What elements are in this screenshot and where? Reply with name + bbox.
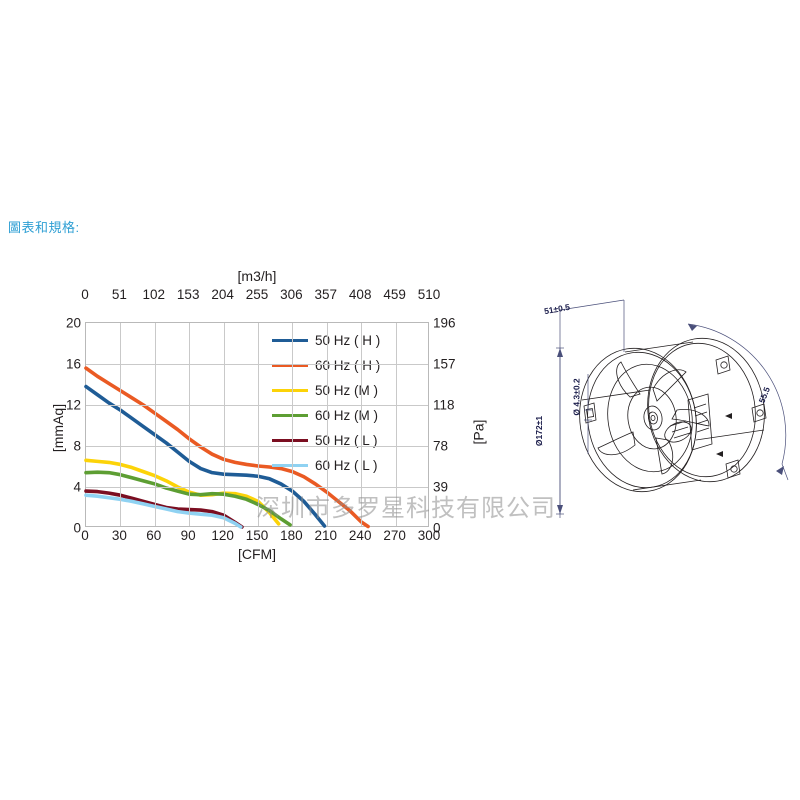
chart-right-tick-label: 39 — [433, 479, 449, 495]
chart-vertical-gridline — [120, 323, 122, 526]
chart-top-tick-label: 408 — [348, 287, 372, 302]
chart-left-tick-label: 20 — [65, 315, 81, 331]
legend-item-label: 60 Hz ( L ) — [315, 458, 378, 473]
fan-performance-chart: [m3/h] 0 51 102 153 204 255 306 357 408 459 510 [m… — [0, 268, 500, 578]
legend-item-label: 60 Hz ( H ) — [315, 358, 381, 373]
chart-bottom-tick-label: 270 — [383, 528, 406, 543]
dimension-outer-diameter: Ø172±1 — [534, 415, 545, 447]
chart-top-axis-ticks: 0 51 102 153 204 255 306 357 408 459 510 — [0, 287, 500, 303]
chart-right-axis-unit: [Pa] — [470, 419, 487, 445]
chart-horizontal-gridline — [86, 446, 428, 447]
legend-color-swatch — [272, 388, 308, 393]
chart-bottom-tick-label: 150 — [245, 528, 269, 543]
chart-plot-area: 50 Hz ( H ) 60 Hz ( H ) 50 Hz (M ) 60 Hz (M… — [66, 316, 456, 536]
chart-top-axis-unit: [m3/h] — [237, 268, 277, 284]
chart-bottom-tick-label: 90 — [180, 528, 196, 543]
chart-left-tick-label: 8 — [73, 438, 81, 454]
legend-item[interactable]: 50 Hz (M ) — [272, 378, 420, 403]
chart-vertical-gridline — [189, 323, 191, 526]
chart-vertical-gridline — [223, 323, 225, 526]
legend-item-label: 50 Hz ( H ) — [315, 333, 381, 348]
chart-vertical-gridline — [292, 323, 294, 526]
chart-left-tick-label: 0 — [73, 520, 81, 536]
legend-item-label: 60 Hz (M ) — [315, 408, 379, 423]
chart-top-tick-label: 153 — [176, 287, 200, 302]
chart-top-tick-label: 357 — [314, 287, 338, 302]
legend-item[interactable]: 50 Hz ( H ) — [272, 328, 420, 353]
chart-vertical-gridline — [154, 323, 156, 526]
chart-horizontal-gridline — [86, 487, 428, 488]
legend-item[interactable]: 60 Hz ( H ) — [272, 353, 420, 378]
chart-top-tick-label: 51 — [111, 287, 127, 302]
chart-right-tick-label: 196 — [433, 315, 456, 331]
chart-legend: 50 Hz ( H ) 60 Hz ( H ) 50 Hz (M ) 60 Hz (M… — [272, 328, 420, 478]
chart-bottom-tick-label: 30 — [111, 528, 127, 543]
legend-color-swatch — [272, 413, 308, 418]
chart-series-line — [84, 493, 243, 529]
chart-right-tick-label: 78 — [433, 438, 449, 454]
chart-vertical-gridline — [258, 323, 259, 526]
chart-top-tick-label: 510 — [417, 287, 441, 302]
legend-color-swatch — [272, 463, 308, 468]
chart-top-tick-label: 0 — [81, 287, 89, 302]
chart-left-tick-label: 4 — [73, 479, 81, 495]
chart-top-tick-label: 255 — [245, 287, 269, 302]
chart-horizontal-gridline — [86, 405, 428, 406]
chart-bottom-axis-ticks: 0 30 60 90 120 150 180 210 240 270 300 — [0, 528, 500, 544]
fan-technical-drawing: 51±0.5 Ø172±1 Ø 4.3±0.2 55.5 — [520, 268, 800, 558]
fan-drawing-svg — [556, 299, 789, 518]
chart-right-tick-label: 0 — [433, 520, 441, 536]
chart-bottom-tick-label: 300 — [417, 528, 441, 543]
chart-bottom-tick-label: 0 — [81, 528, 89, 543]
chart-top-tick-label: 459 — [383, 287, 406, 302]
chart-left-axis-unit: [mmAq] — [50, 403, 67, 453]
chart-horizontal-gridline — [86, 364, 428, 365]
chart-series-line — [84, 458, 281, 526]
legend-item[interactable]: 60 Hz (M ) — [272, 403, 420, 428]
legend-color-swatch — [272, 363, 308, 368]
chart-top-tick-label: 306 — [280, 287, 303, 302]
chart-right-tick-label: 157 — [433, 356, 456, 372]
chart-right-tick-label: 118 — [433, 397, 455, 413]
chart-left-tick-label: 12 — [65, 397, 81, 413]
chart-left-tick-label: 16 — [65, 356, 81, 372]
legend-item[interactable]: 60 Hz ( L ) — [272, 453, 420, 478]
chart-bottom-tick-label: 210 — [314, 528, 338, 543]
chart-bottom-tick-label: 240 — [348, 528, 372, 543]
chart-bottom-axis-unit: [CFM] — [237, 546, 277, 562]
chart-bottom-tick-label: 60 — [146, 528, 162, 543]
chart-vertical-gridline — [395, 323, 397, 526]
chart-top-tick-label: 102 — [142, 287, 166, 302]
legend-item[interactable]: 50 Hz ( L ) — [272, 428, 420, 453]
legend-item-label: 50 Hz (M ) — [315, 383, 379, 398]
chart-bottom-tick-label: 120 — [211, 528, 234, 543]
dimension-hole-diameter: Ø 4.3±0.2 — [571, 378, 582, 416]
chart-vertical-gridline — [326, 323, 328, 526]
chart-bottom-tick-label: 180 — [280, 528, 303, 543]
chart-top-tick-label: 204 — [211, 287, 234, 302]
chart-vertical-gridline — [361, 323, 363, 526]
legend-color-swatch — [272, 338, 308, 343]
page-title: 圖表和規格: — [8, 220, 80, 235]
legend-color-swatch — [272, 438, 308, 443]
chart-series-line — [84, 366, 370, 529]
